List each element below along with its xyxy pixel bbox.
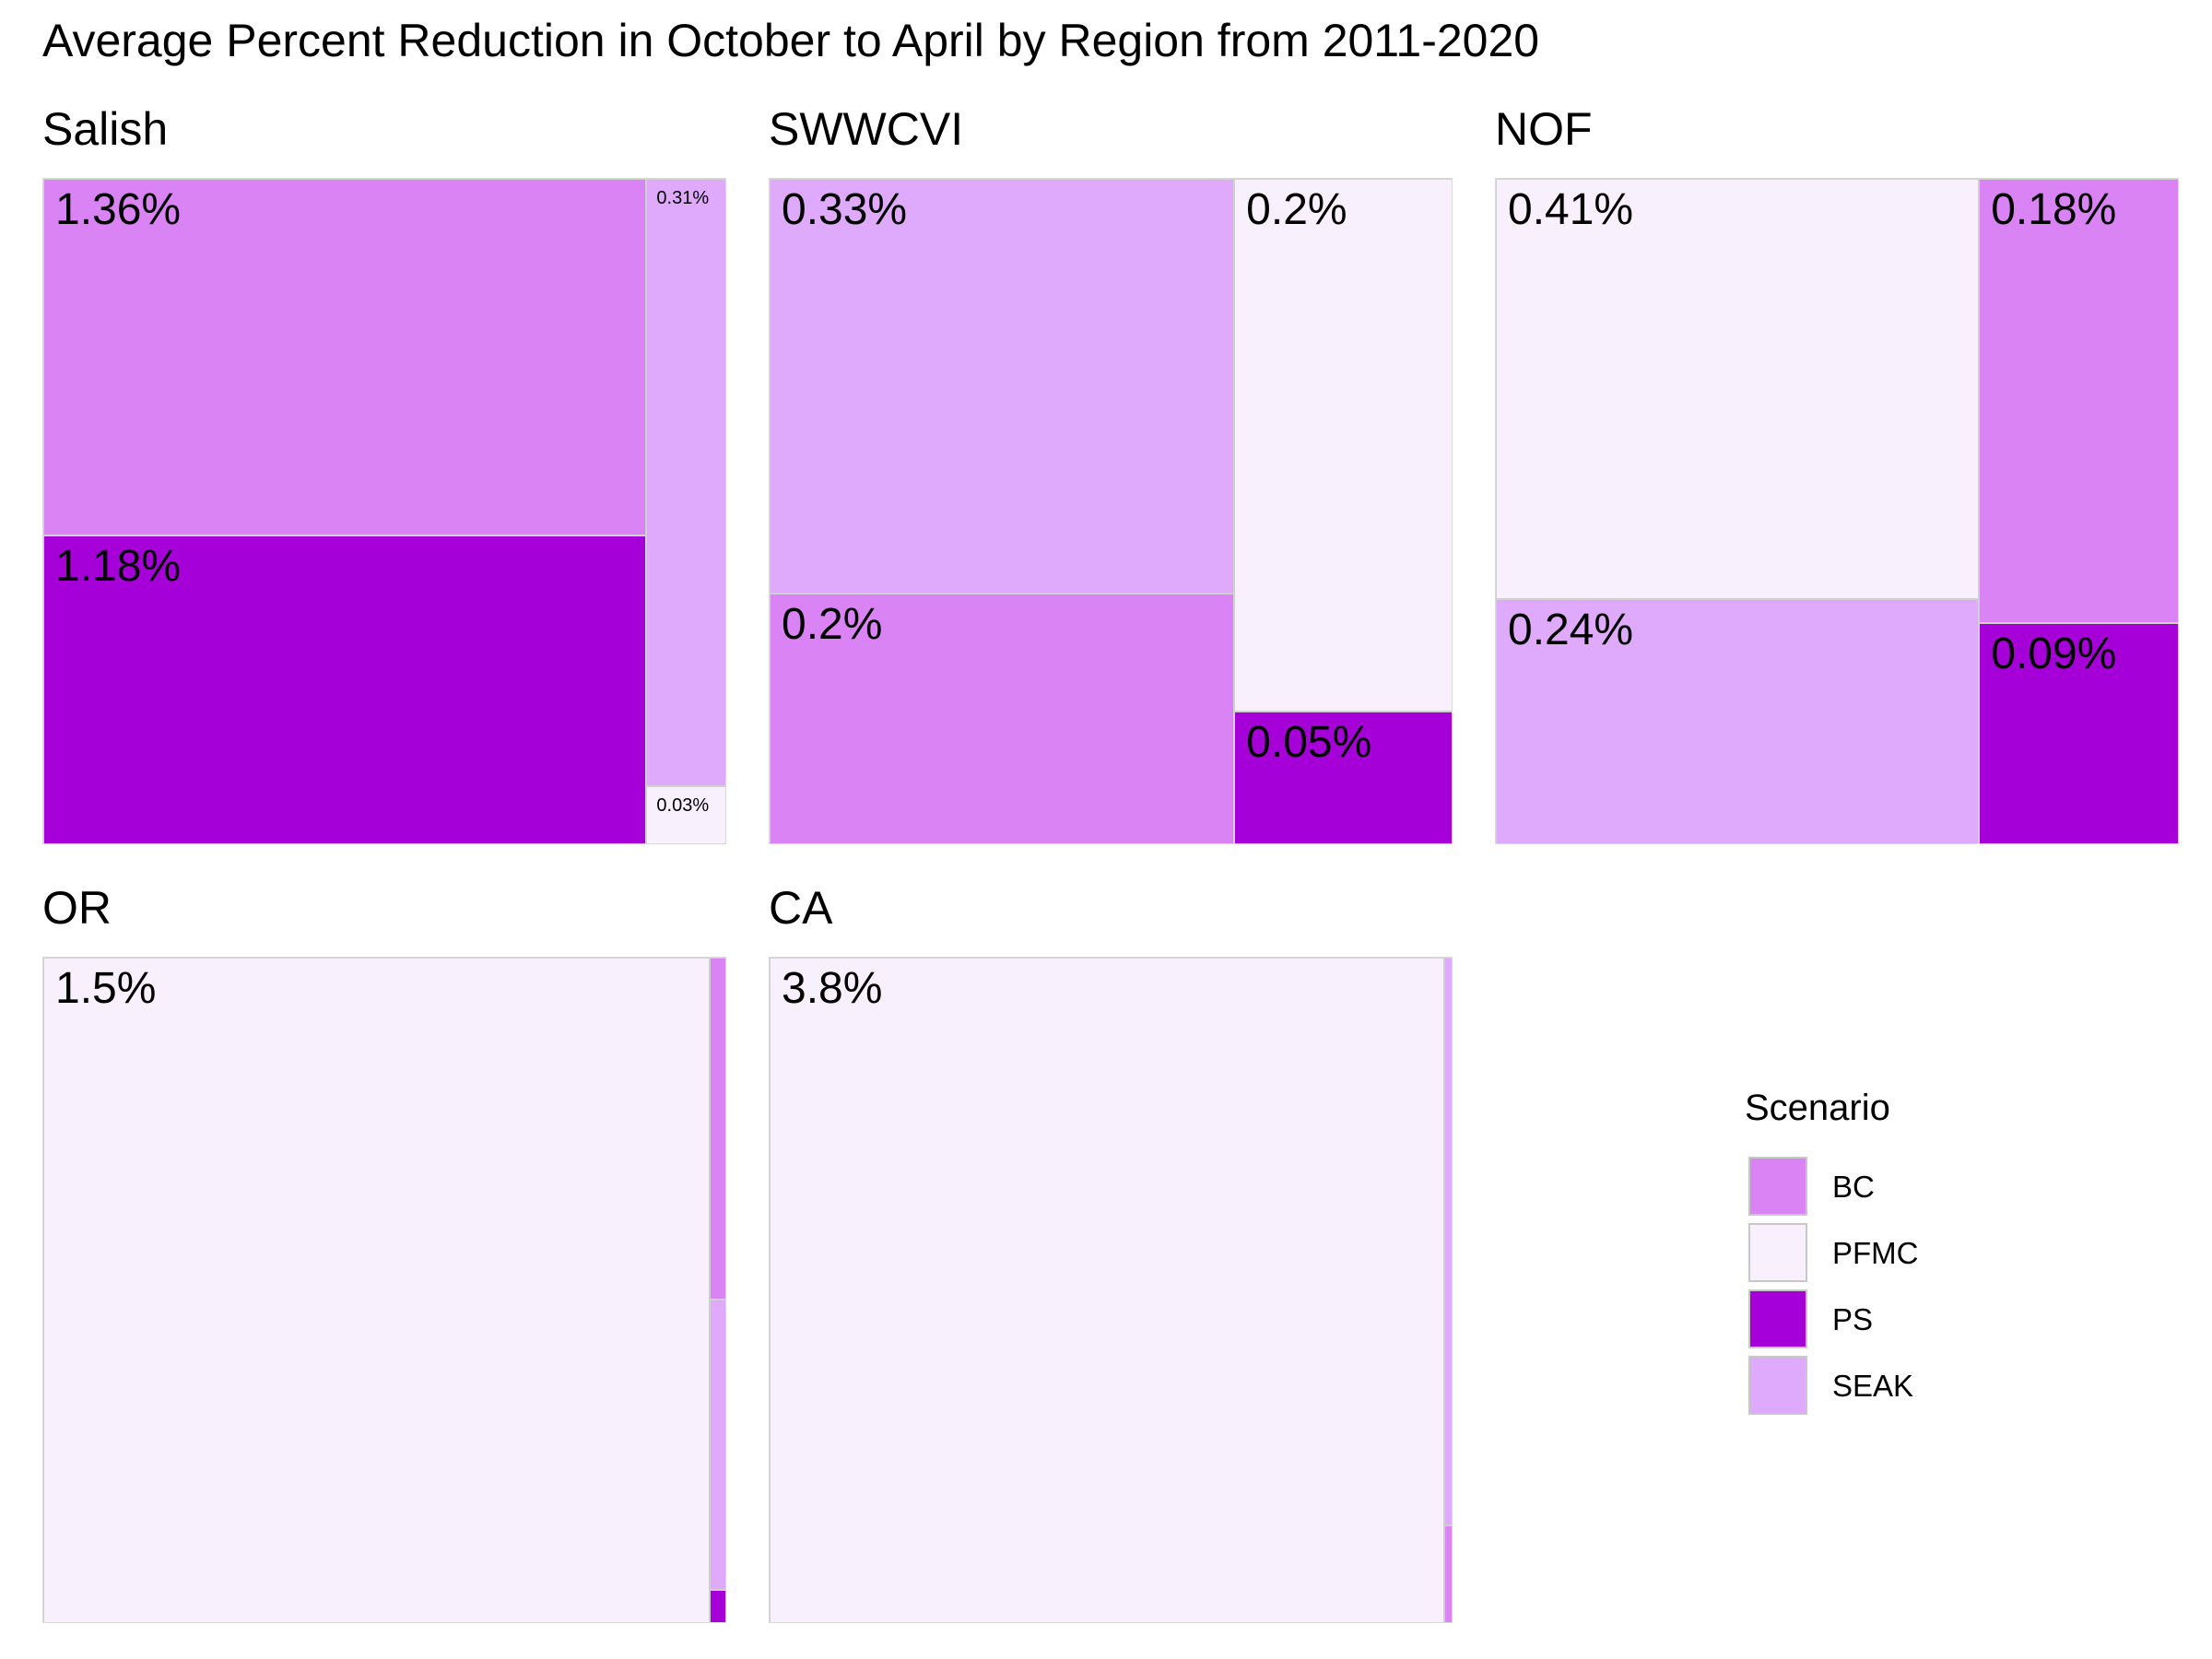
treemap-panel-salish: 1.36% 1.18% 0.31% 0.03% — [42, 178, 726, 844]
tile-ca-bc — [1443, 1524, 1452, 1622]
legend-swatch — [1748, 1223, 1807, 1282]
legend-swatch — [1748, 1356, 1807, 1415]
tile-swwcvi-pfmc: 0.2% — [1234, 179, 1452, 712]
treemap-panel-swwcvi: 0.33% 0.2% 0.2% 0.05% — [769, 178, 1453, 844]
tile-label: 3.8% — [782, 964, 883, 1013]
legend-swatch — [1748, 1289, 1807, 1348]
tile-swwcvi-bc: 0.2% — [770, 594, 1235, 843]
tile-salish-ps: 1.18% — [43, 535, 647, 843]
chart-title: Average Percent Reduction in October to … — [42, 15, 1540, 66]
legend-label: SEAK — [1832, 1369, 1914, 1403]
legend-item-pfmc: PFMC — [1745, 1223, 1984, 1284]
tile-nof-seak: 0.24% — [1496, 599, 1980, 843]
treemap-panel-nof: 0.41% 0.24% 0.18% 0.09% — [1495, 178, 2179, 844]
legend-label: BC — [1832, 1170, 1875, 1204]
tile-nof-ps: 0.09% — [1979, 623, 2178, 843]
tile-label: 0.2% — [782, 600, 883, 650]
tile-salish-seak: 0.31% — [646, 179, 725, 787]
tile-label: 1.18% — [55, 542, 182, 592]
tile-or-pfmc: 1.5% — [43, 958, 711, 1622]
legend-item-seak: SEAK — [1745, 1356, 1984, 1417]
tile-nof-bc: 0.18% — [1979, 179, 2178, 623]
legend: Scenario BC PFMC PS SEAK — [1745, 1086, 1984, 1436]
facet-title-ca: CA — [769, 882, 833, 934]
legend-title: Scenario — [1745, 1088, 1890, 1128]
facet-title-swwcvi: SWWCVI — [769, 103, 964, 155]
treemap-panel-ca: 3.8% — [769, 957, 1453, 1623]
facet-title-nof: NOF — [1495, 103, 1593, 155]
tile-label: 0.2% — [1246, 185, 1347, 234]
legend-label: PFMC — [1832, 1236, 1919, 1270]
tile-ca-seak — [1443, 958, 1452, 1525]
tile-label: 0.18% — [1991, 185, 2117, 234]
tile-label: 0.24% — [1508, 606, 1634, 655]
tile-label: 0.31% — [656, 188, 710, 208]
tile-label: 0.03% — [656, 795, 710, 817]
tile-ca-pfmc: 3.8% — [770, 958, 1444, 1622]
tile-label: 0.33% — [782, 185, 908, 234]
tile-swwcvi-ps: 0.05% — [1234, 712, 1452, 843]
tile-label: 0.41% — [1508, 185, 1634, 234]
tile-or-bc — [710, 958, 725, 1300]
tile-nof-pfmc: 0.41% — [1496, 179, 1980, 600]
legend-item-bc: BC — [1745, 1157, 1984, 1218]
legend-label: PS — [1832, 1302, 1874, 1336]
treemap-panel-or: 1.5% — [42, 957, 726, 1623]
facet-title-salish: Salish — [42, 103, 169, 155]
tile-swwcvi-seak: 0.33% — [770, 179, 1235, 594]
tile-label: 1.36% — [55, 185, 182, 234]
tile-salish-bc: 1.36% — [43, 179, 647, 536]
facet-title-or: OR — [42, 882, 112, 934]
tile-salish-pfmc: 0.03% — [646, 786, 725, 843]
tile-or-ps — [710, 1589, 725, 1622]
tile-label: 0.05% — [1246, 718, 1372, 768]
tile-or-seak — [710, 1299, 725, 1590]
tile-label: 1.5% — [55, 964, 157, 1013]
legend-item-ps: PS — [1745, 1289, 1984, 1350]
legend-swatch — [1748, 1157, 1807, 1216]
tile-label: 0.09% — [1991, 629, 2117, 678]
